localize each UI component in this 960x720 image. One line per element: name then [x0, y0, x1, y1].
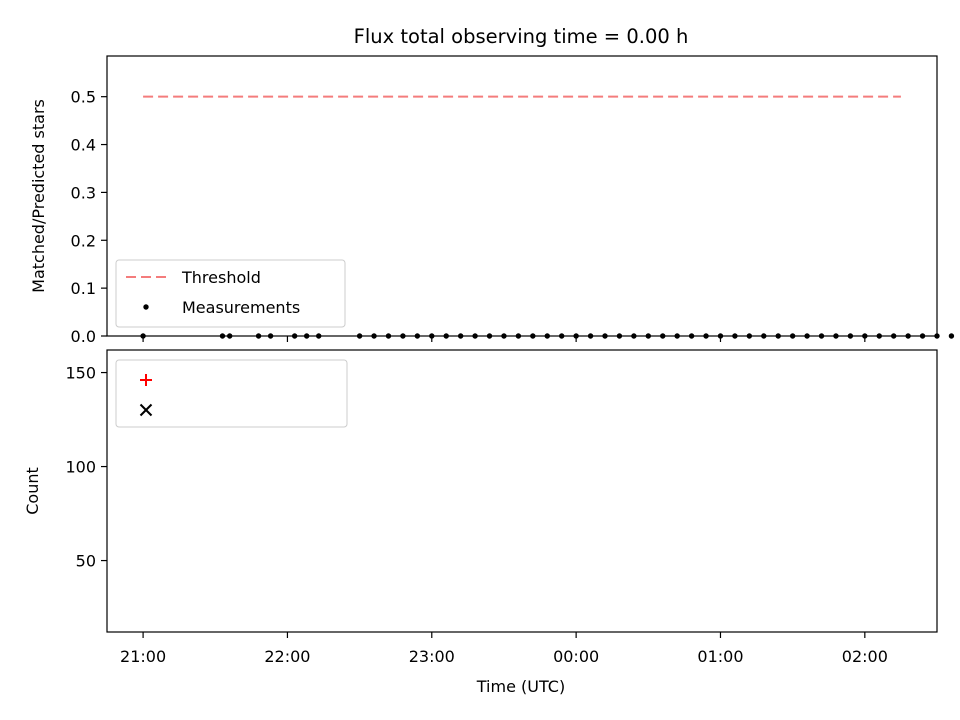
measurement-point	[544, 333, 550, 339]
panel-count-y-tick-label: 50	[76, 552, 96, 571]
measurement-point	[267, 333, 274, 339]
measurement-point	[775, 333, 781, 339]
measurement-point	[674, 333, 680, 339]
measurement-point	[818, 333, 825, 339]
legend-threshold-label: Threshold	[181, 268, 261, 287]
panel-ratio-y-tick-label: 0.0	[71, 327, 96, 346]
measurement-point	[948, 333, 955, 339]
measurement-point	[660, 333, 666, 339]
panel-ratio-y-tick-label: 0.5	[71, 88, 96, 107]
measurement-point	[789, 333, 796, 339]
measurement-point	[602, 333, 608, 339]
measurement-point	[140, 333, 146, 339]
panel-count-x-axis: 21:00 22:00 23:00 00:00 01:00 02:00	[120, 632, 888, 666]
measurement-point	[934, 333, 940, 339]
legend-measurements-label: Measurements	[182, 298, 300, 317]
measurement-point	[746, 333, 753, 339]
panel-ratio-y-tick-label: 0.1	[71, 279, 96, 298]
measurement-point	[919, 333, 926, 339]
x-tick-label: 23:00	[409, 647, 455, 666]
panel-count-frame	[106, 349, 938, 633]
panel-count-y-axis-label: Count	[23, 467, 42, 515]
measurement-point	[371, 333, 377, 339]
measurement-point	[226, 333, 233, 339]
panel-ratio-y-tick-label: 0.4	[71, 136, 96, 155]
panel-ratio-y-tick-label: 0.3	[71, 183, 96, 202]
measurement-point	[443, 333, 449, 339]
measurement-point	[219, 333, 226, 339]
panel-ratio-y-tick-label: 0.2	[71, 231, 96, 250]
measurement-point	[717, 333, 724, 339]
measurement-point	[255, 333, 262, 339]
x-tick-label: 02:00	[842, 647, 888, 666]
x-tick-label: 01:00	[697, 647, 743, 666]
panel-count-legend-box	[115, 359, 348, 428]
chart-title: Flux total observing time = 0.00 h	[354, 25, 689, 48]
x-axis-label: Time (UTC)	[476, 677, 565, 696]
measurement-point	[429, 333, 435, 339]
measurement-point	[645, 333, 652, 339]
measurement-point	[472, 333, 478, 339]
panel-ratio-legend: Threshold Measurements	[115, 259, 346, 328]
panel-count-y-axis: 50 100 150	[65, 364, 107, 571]
legend-predicted-swatch	[139, 403, 153, 417]
panel-count-y-tick-label: 100	[65, 458, 96, 477]
measurement-point	[303, 333, 310, 339]
measurement-point	[385, 333, 392, 339]
measurement-point	[501, 333, 507, 339]
measurement-point	[530, 333, 536, 339]
measurement-point	[703, 333, 709, 339]
measurement-point	[761, 333, 767, 339]
x-tick-label: 21:00	[120, 647, 166, 666]
legend-measurements-swatch	[143, 304, 149, 310]
measurement-point	[316, 333, 322, 339]
panel-count-y-tick-label: 150	[65, 364, 96, 383]
measurement-point	[804, 333, 810, 339]
panel-ratio-legend-box	[115, 259, 346, 328]
measurement-point	[573, 333, 579, 339]
measurement-point	[905, 333, 911, 339]
measurement-points	[140, 333, 955, 339]
measurement-point	[558, 333, 565, 339]
measurement-point	[616, 333, 623, 339]
measurement-point	[688, 333, 695, 339]
legend-matched-swatch	[140, 374, 152, 386]
measurement-point	[457, 333, 464, 339]
measurement-point	[414, 333, 421, 339]
measurement-point	[486, 333, 493, 339]
panel-ratio-y-axis-label: Matched/Predicted stars	[29, 99, 48, 293]
panel-ratio-frame	[106, 55, 938, 337]
legend-predicted-marker-b	[139, 403, 153, 417]
legend-predicted-marker	[139, 403, 153, 417]
measurement-point	[515, 333, 522, 339]
measurement-point	[587, 333, 594, 339]
measurement-point	[400, 333, 406, 339]
panel-count-legend	[115, 359, 348, 428]
measurement-point	[847, 333, 854, 339]
x-tick-label: 22:00	[264, 647, 310, 666]
measurement-point	[890, 333, 897, 339]
measurement-point	[356, 333, 363, 339]
measurement-point	[862, 333, 868, 339]
x-tick-label: 00:00	[553, 647, 599, 666]
panel-ratio: 0.0 0.1 0.2 0.3 0.4 0.5 Matched/Predicted sta…	[29, 55, 955, 346]
legend-matched-marker	[140, 374, 152, 386]
panel-ratio-y-axis: 0.0 0.1 0.2 0.3 0.4 0.5	[71, 88, 107, 346]
measurement-point	[631, 333, 637, 339]
measurement-point	[876, 333, 882, 339]
measurement-point	[833, 333, 839, 339]
measurement-point	[291, 333, 298, 339]
measurement-point	[732, 333, 738, 339]
